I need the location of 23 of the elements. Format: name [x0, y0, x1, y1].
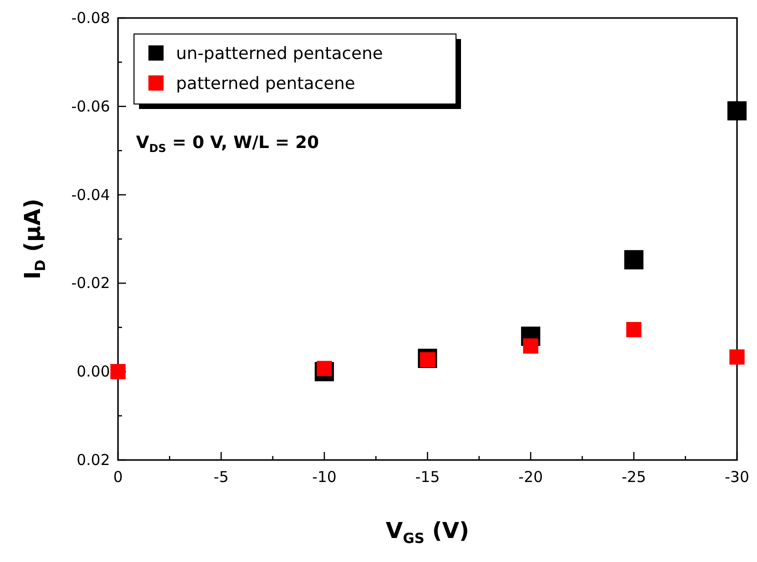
annotation: V$_{DS}$ = 0 V, W/L = 20: [136, 133, 320, 155]
x-tick-label: -15: [415, 468, 440, 486]
point: [624, 250, 644, 270]
x-tick-label: -10: [312, 468, 337, 486]
point: [727, 101, 747, 120]
point: [626, 322, 642, 338]
x-tick-label: -30: [724, 468, 750, 486]
y-tick-label: -0.06: [71, 97, 110, 116]
legend-label: patterned pentacene: [176, 74, 356, 94]
y-tick-label: 0.02: [76, 451, 110, 469]
point: [729, 349, 745, 365]
x-tick-label: -25: [622, 468, 646, 486]
legend-label: un-patterned pentacene: [176, 44, 383, 64]
x-tick-label: -20: [518, 468, 543, 486]
y-tick-label: -0.08: [71, 9, 110, 27]
point: [523, 338, 538, 354]
x-tick-label: 0: [113, 468, 123, 486]
y-tick-label: -0.02: [71, 274, 110, 292]
y-tick-label: 0.00: [76, 362, 110, 381]
x-axis-title: V$_{GS}$ (V): [386, 519, 470, 547]
point: [110, 364, 126, 380]
x-tick-label: -5: [214, 468, 229, 486]
y-tick-label: -0.04: [71, 186, 110, 204]
